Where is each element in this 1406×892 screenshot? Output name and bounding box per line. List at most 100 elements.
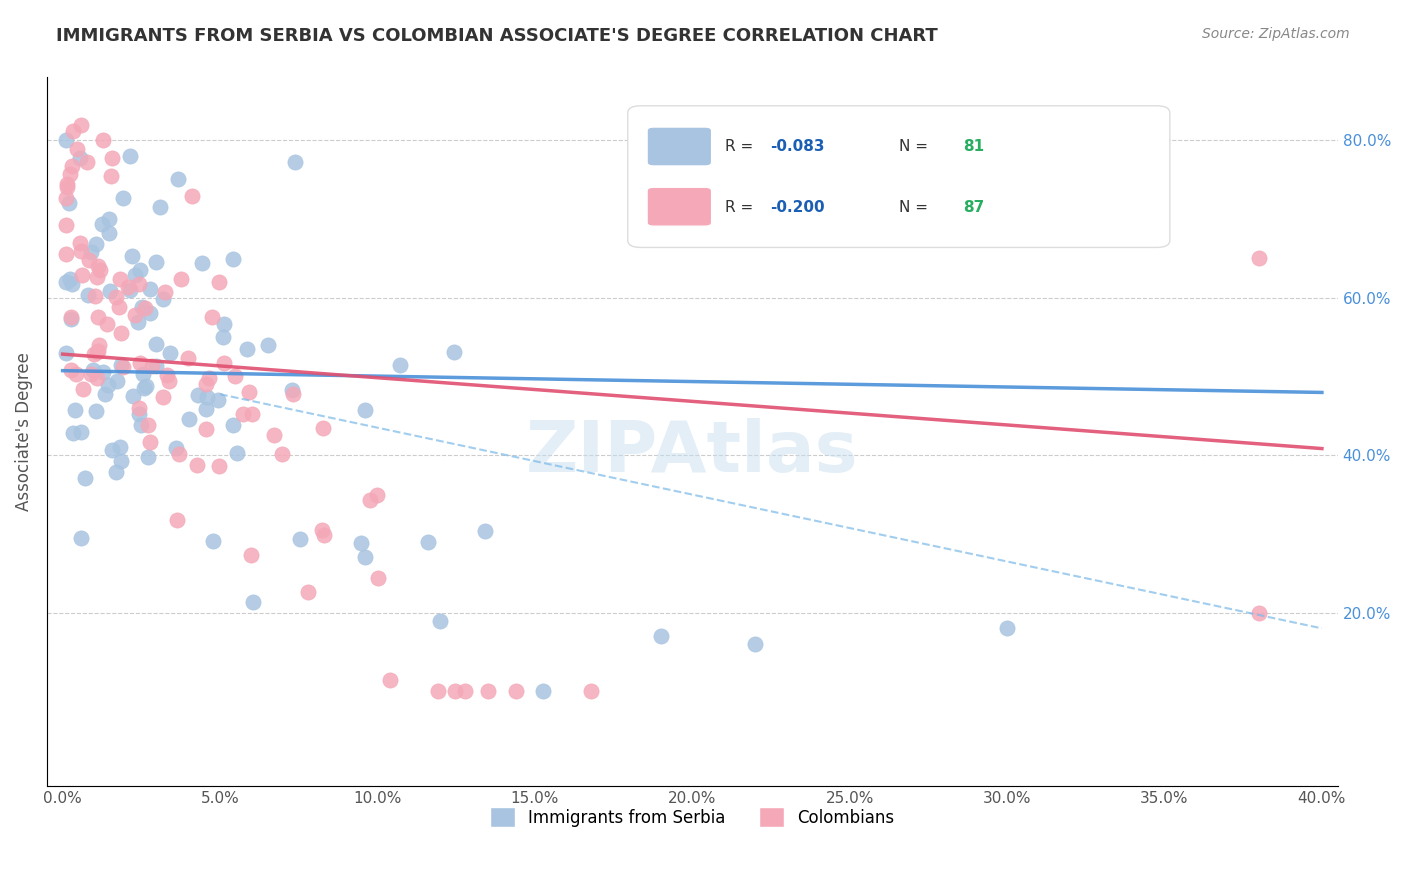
Point [169,447,191,461]
Point [744,637,766,651]
Point [145,255,167,269]
Point [222,252,245,267]
Point [177,351,200,365]
Point [108,440,131,454]
Point [138,434,160,449]
Point [134,380,156,394]
Text: N =: N = [898,139,932,154]
Point [55,275,77,289]
Point [70,244,93,259]
Point [72,383,94,397]
Point [136,450,159,464]
Point [166,513,188,527]
Text: IMMIGRANTS FROM SERBIA VS COLOMBIAN ASSOCIATE'S DEGREE CORRELATION CHART: IMMIGRANTS FROM SERBIA VS COLOMBIAN ASSO… [56,27,938,45]
Point [91,218,114,232]
Point [76,155,98,169]
Point [232,407,254,421]
Point [69,236,91,251]
Point [108,272,131,286]
Point [128,407,150,421]
Point [62,124,84,138]
Point [104,465,127,479]
Point [145,359,167,374]
Point [83,347,105,361]
Text: -0.200: -0.200 [769,200,824,215]
Point [186,458,208,472]
Point [212,356,235,370]
Point [429,614,451,628]
Point [149,200,172,214]
Point [167,172,190,186]
Point [281,384,304,398]
Point [100,169,122,183]
Point [60,277,83,291]
Point [60,362,83,376]
Point [87,343,110,358]
Point [60,311,83,326]
Point [124,268,146,283]
Point [359,492,381,507]
Point [79,252,101,267]
Point [121,249,143,263]
Point [127,315,149,329]
Point [96,317,118,331]
Point [353,549,375,564]
FancyBboxPatch shape [647,187,711,227]
Point [111,191,134,205]
Point [86,345,108,359]
Point [201,533,224,548]
Point [139,282,162,296]
Point [366,488,388,502]
Point [89,337,111,351]
Point [129,417,152,432]
Point [118,284,141,298]
Point [197,370,219,384]
Point [62,426,84,441]
Point [86,269,108,284]
Point [208,458,231,473]
Point [195,390,218,404]
Point [153,285,176,299]
Point [56,177,79,191]
Point [132,367,155,381]
Point [239,548,262,562]
Point [388,358,411,372]
Point [55,247,77,261]
Point [270,447,292,461]
Point [240,407,263,421]
Point [58,271,80,285]
Point [443,345,465,359]
Point [110,454,132,468]
Point [157,374,180,388]
Point [93,133,115,147]
Point [98,226,121,240]
Point [145,336,167,351]
Point [60,159,83,173]
Point [117,280,139,294]
Point [110,358,132,372]
Point [58,196,80,211]
Text: R =: R = [724,139,758,154]
Point [290,532,312,546]
Point [256,338,278,352]
Point [69,532,91,546]
Point [128,356,150,370]
Text: 87: 87 [963,200,984,215]
Point [89,262,111,277]
Point [70,118,93,132]
Point [297,584,319,599]
Point [165,441,187,455]
Point [380,673,402,688]
Text: 81: 81 [963,139,984,154]
Text: N =: N = [898,200,932,215]
Point [84,237,107,252]
Point [236,342,259,356]
Point [474,524,496,538]
Point [55,179,77,194]
Text: R =: R = [724,200,758,215]
Point [121,389,143,403]
Point [66,142,89,156]
Point [152,293,174,307]
Point [55,218,77,232]
Point [284,154,307,169]
